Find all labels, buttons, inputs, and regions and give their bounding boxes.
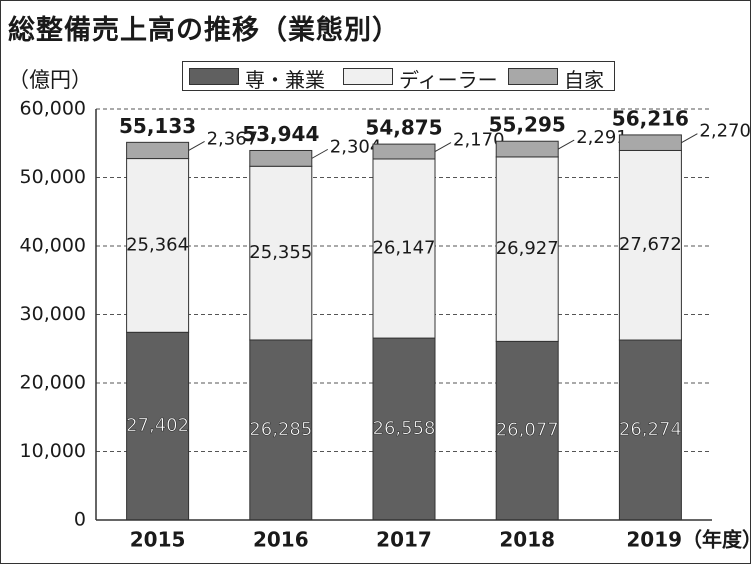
leader-line [311,148,329,159]
data-label: 2,291 [576,127,628,148]
data-label: 2,170 [453,130,505,151]
data-label: 26,558 [373,418,436,439]
data-label: 2,270 [699,121,751,142]
data-label: 26,927 [496,238,559,259]
legend-swatch-senzoku-kengyo [189,68,239,85]
data-label: 26,285 [249,419,312,440]
total-label: 55,133 [119,114,196,138]
data-label: 27,672 [619,234,682,255]
bar-segment [249,149,313,167]
leader-line [434,142,452,152]
data-label: 25,355 [249,242,312,263]
bar-segment [126,141,190,160]
bar-segment [249,165,313,341]
bar-segment [495,340,559,521]
x-tick-label: 2015 [130,528,186,552]
y-tick-label: 60,000 [20,98,86,120]
bar-segment [495,140,559,158]
total-label: 55,295 [489,113,566,137]
data-label: 26,147 [373,238,436,259]
leader-line [188,141,205,151]
total-label: 56,216 [612,106,689,130]
y-tick-label: 50,000 [20,166,86,188]
data-label: 26,274 [619,419,682,440]
x-tick-label: 2018 [499,528,555,552]
legend-label-jika: 自家 [564,68,604,92]
legend: 専・兼業 ディーラー 自家 [182,61,615,92]
y-tick-label: 30,000 [20,303,86,325]
data-label: 27,402 [126,415,189,436]
bar-segment [618,339,682,521]
legend-label-senzoku-kengyo: 専・兼業 [245,68,325,92]
bar-segment [372,337,436,521]
chart-title: 総整備売上高の推移（業態別） [8,15,400,46]
data-label: 2,304 [330,136,382,157]
data-label: 2,367 [207,128,259,149]
y-tick-label: 0 [74,509,86,531]
y-tick-label: 40,000 [20,235,86,257]
bar-segment [495,156,559,342]
y-tick-label: 10,000 [20,440,86,462]
legend-swatch-jika [508,68,558,85]
x-tick-label: 2019（年度） [626,528,751,552]
bar-segment [618,149,682,341]
bar-segment [126,331,190,521]
x-tick-label: 2016 [253,528,309,552]
legend-swatch-dealer [343,68,393,85]
x-tick-label: 2017 [376,528,432,552]
leader-line [557,139,575,150]
data-label: 25,364 [126,234,189,255]
total-label: 54,875 [365,116,442,140]
bar-segment [618,134,682,151]
bar-segment [372,143,436,160]
y-tick-label: 20,000 [20,372,86,394]
bar-segment [372,158,436,339]
data-label: 26,077 [496,420,559,441]
y-axis-unit-label: （億円） [8,68,92,92]
legend-label-dealer: ディーラー [399,68,498,92]
leader-line [681,133,698,144]
total-label: 53,944 [242,122,319,146]
